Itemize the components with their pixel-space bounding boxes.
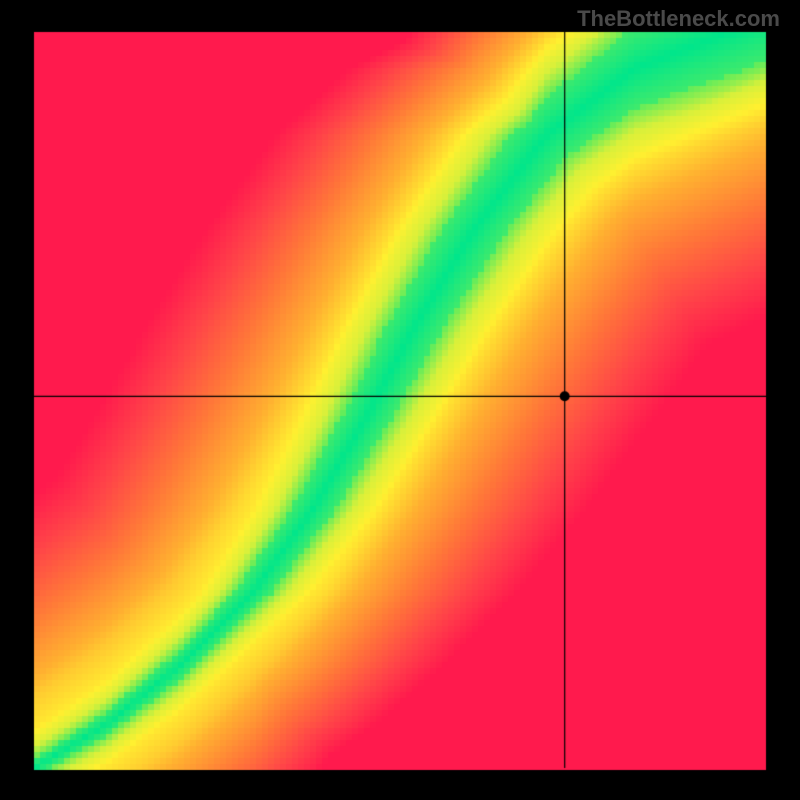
bottleneck-heatmap	[0, 0, 800, 800]
chart-container: TheBottleneck.com	[0, 0, 800, 800]
watermark-text: TheBottleneck.com	[577, 6, 780, 32]
